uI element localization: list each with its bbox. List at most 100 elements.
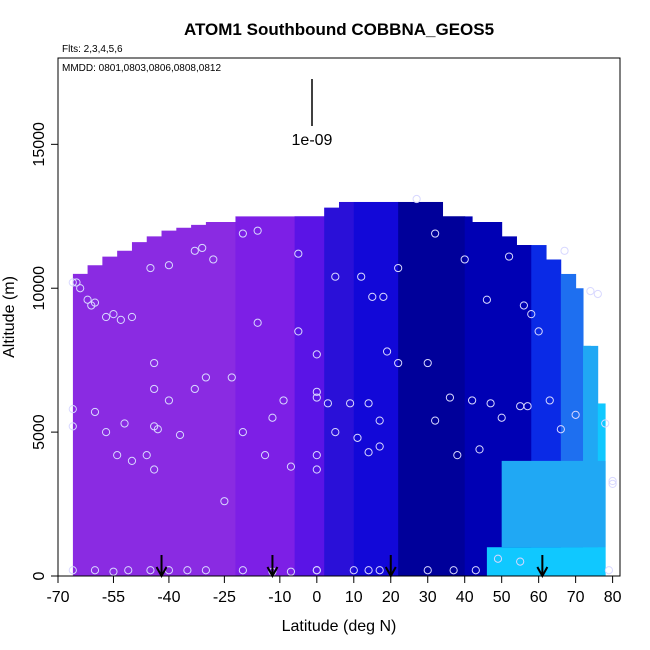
sample-point [379, 292, 388, 301]
sample-point [253, 226, 262, 235]
sample-point [312, 451, 321, 460]
sample-point [353, 433, 362, 442]
heat-cell-north-dark [398, 201, 466, 576]
sample-point [286, 462, 296, 471]
sample-point [190, 246, 199, 255]
x-tick-label: -70 [46, 589, 69, 606]
sample-point [286, 567, 296, 576]
sample-point [72, 278, 81, 287]
sample-point [120, 419, 129, 428]
sample-point [312, 387, 321, 396]
x-tick-label: 70 [567, 589, 585, 606]
chart-title: ATOM1 Southbound COBBNA_GEOS5 [184, 20, 494, 39]
sample-point [431, 229, 440, 238]
sample-points-layer [68, 194, 617, 576]
y-tick-label: 10000 [31, 266, 48, 311]
y-tick-label: 0 [31, 571, 48, 580]
sample-point [153, 425, 162, 434]
sample-point [471, 566, 480, 575]
heat-cell-low-light [501, 460, 606, 548]
sample-point [364, 448, 373, 457]
x-tick-label: 80 [604, 589, 622, 606]
sample-point [368, 292, 377, 301]
x-tick-label: -10 [268, 589, 291, 606]
sample-point [312, 393, 321, 402]
sample-point [220, 497, 229, 506]
sample-point [460, 255, 469, 264]
sample-point [209, 255, 218, 264]
sample-point [468, 396, 477, 405]
x-tick-label: 50 [493, 589, 511, 606]
sample-point [493, 554, 503, 563]
sample-point [146, 263, 155, 273]
sample-point [238, 229, 247, 238]
sample-point [150, 465, 159, 474]
sample-point [375, 566, 384, 575]
sample-point [146, 566, 155, 575]
sample-point [68, 566, 77, 575]
sample-point [68, 278, 77, 287]
sample-point [601, 419, 610, 428]
sample-point [175, 430, 185, 440]
sample-point [608, 479, 617, 489]
sample-point [113, 451, 122, 460]
sample-point [312, 566, 321, 575]
sample-point [150, 358, 159, 368]
y-axis: 0 5000 10000 15000 [31, 122, 58, 580]
sample-point [394, 358, 403, 368]
sample-point [68, 404, 77, 414]
sample-point [83, 295, 92, 304]
sample-point [90, 566, 100, 575]
sample-point [412, 194, 421, 204]
y-axis-title: Altitude (m) [1, 276, 18, 358]
sample-point [482, 295, 491, 304]
sample-point [545, 396, 554, 405]
sample-point [323, 399, 333, 408]
sample-point [523, 402, 532, 411]
x-tick-label: 60 [530, 589, 548, 606]
sample-point [116, 315, 125, 324]
sample-point [331, 428, 340, 437]
sample-point [527, 310, 536, 319]
chart-title-group: ATOM1 Southbound COBBNA_GEOS5 [184, 20, 494, 39]
sample-point [571, 410, 580, 419]
sample-point [345, 399, 355, 408]
sample-point [227, 373, 236, 382]
sample-point [357, 272, 366, 281]
sample-point [312, 465, 321, 474]
sample-point [364, 566, 373, 575]
sample-point [268, 413, 277, 422]
x-tick-label: -55 [102, 589, 125, 606]
sample-point [534, 327, 543, 336]
sample-point [183, 566, 192, 575]
sample-point [90, 298, 100, 307]
sample-point [260, 451, 270, 460]
sample-point [608, 476, 617, 486]
flights-subtitle: Flts: 2,3,4,5,6 [62, 44, 123, 55]
sample-point [475, 445, 484, 454]
sample-point [593, 289, 602, 299]
sample-point [198, 243, 207, 253]
sample-point [364, 399, 373, 408]
heat-cell-south-purple [72, 216, 236, 576]
sample-point [504, 252, 514, 261]
sample-point [164, 396, 174, 405]
x-tick-label: -25 [213, 589, 236, 606]
sample-point [142, 451, 151, 460]
x-tick-label: 20 [382, 589, 400, 606]
sample-point [150, 384, 159, 394]
heat-cell-north-blue [353, 201, 399, 576]
sample-point [127, 312, 137, 322]
sample-point [201, 373, 210, 382]
sample-point [560, 246, 569, 255]
y-tick-label: 5000 [31, 414, 48, 450]
heat-cell-equator-blue [324, 201, 355, 576]
x-tick-label: 40 [456, 589, 474, 606]
heat-cell-mid-violet [235, 216, 296, 576]
x-tick-label: 0 [312, 589, 321, 606]
sample-point [604, 566, 614, 575]
sample-point [519, 301, 528, 310]
sample-point [294, 249, 303, 258]
x-tick-label: 10 [345, 589, 363, 606]
